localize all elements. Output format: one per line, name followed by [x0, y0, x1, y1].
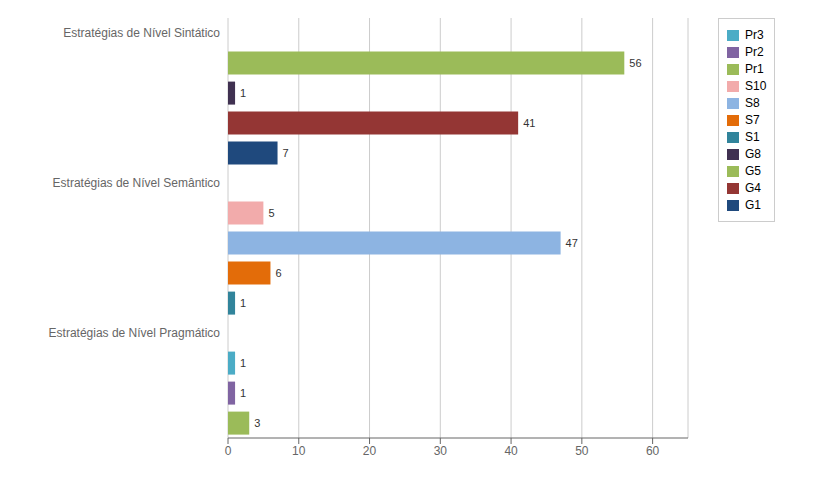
svg-text:30: 30 [434, 444, 448, 458]
svg-text:0: 0 [225, 444, 232, 458]
html-text:S8: S8 [745, 96, 760, 110]
svg-text:47: 47 [566, 237, 578, 249]
html-text:G1: G1 [745, 198, 761, 212]
svg-text:Estratégias de Nível Semântico: Estratégias de Nível Semântico [53, 176, 221, 190]
svg-text:10: 10 [292, 444, 306, 458]
svg-text:56: 56 [629, 57, 641, 69]
svg-text:5: 5 [268, 207, 274, 219]
svg-text:1: 1 [240, 297, 246, 309]
svg-text:1: 1 [240, 387, 246, 399]
svg-text:3: 3 [254, 417, 260, 429]
svg-text:Estratégias de Nível Pragmátic: Estratégias de Nível Pragmático [49, 326, 221, 340]
svg-text:1: 1 [240, 87, 246, 99]
svg-text:1: 1 [240, 357, 246, 369]
html-text:S7: S7 [745, 113, 760, 127]
svg-text:20: 20 [363, 444, 377, 458]
html-text:S1: S1 [745, 130, 760, 144]
html-text:G4: G4 [745, 181, 761, 195]
html-text:Pr3: Pr3 [745, 28, 764, 42]
svg-text:7: 7 [283, 147, 289, 159]
svg-text:6: 6 [275, 267, 281, 279]
svg-text:Estratégias de Nível Sintático: Estratégias de Nível Sintático [63, 26, 220, 40]
html-text:Pr1: Pr1 [745, 62, 764, 76]
html-text:G5: G5 [745, 164, 761, 178]
svg-text:50: 50 [575, 444, 589, 458]
svg-text:40: 40 [504, 444, 518, 458]
html-text:G8: G8 [745, 147, 761, 161]
html-text:S10: S10 [745, 79, 767, 93]
svg-text:60: 60 [646, 444, 660, 458]
html-text:Pr2: Pr2 [745, 45, 764, 59]
svg-text:41: 41 [523, 117, 535, 129]
